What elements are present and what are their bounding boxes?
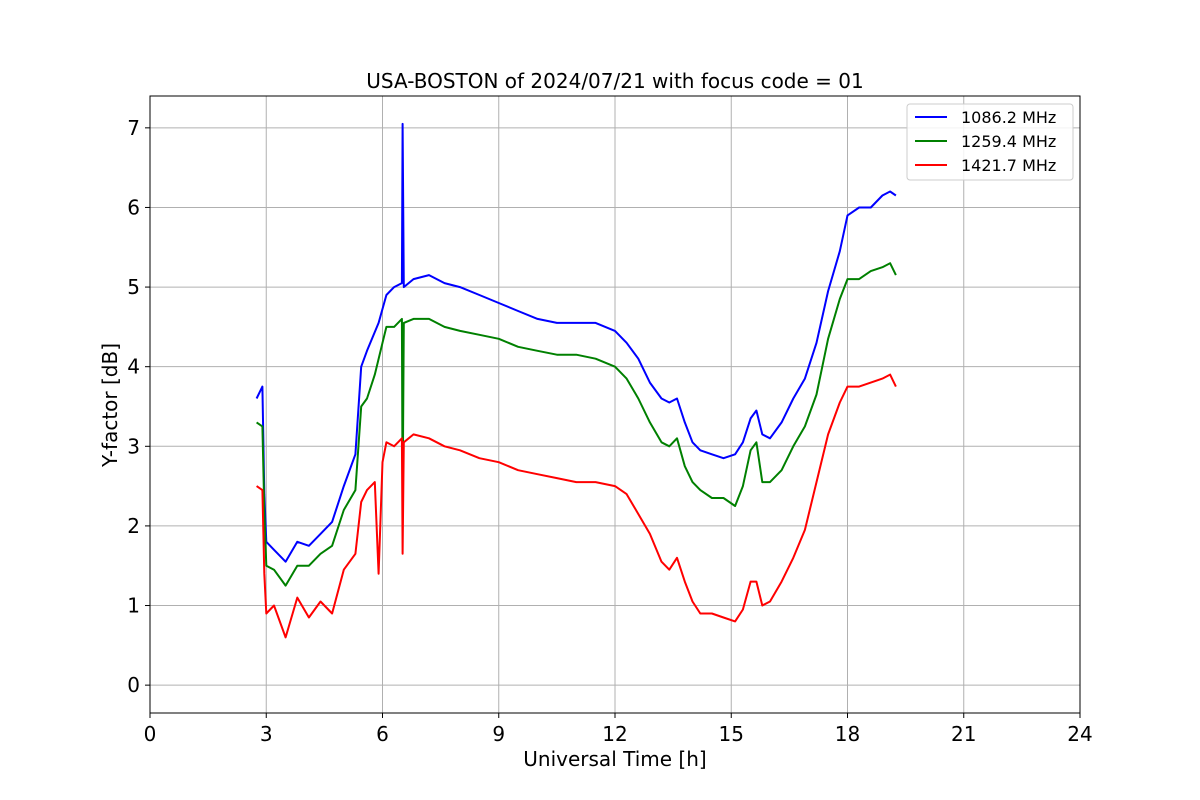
- legend-label-2: 1421.7 MHz: [961, 156, 1056, 175]
- legend-label-0: 1086.2 MHz: [961, 108, 1056, 127]
- y-tick-label: 5: [127, 275, 140, 299]
- y-tick-label: 7: [127, 116, 140, 140]
- series-line-2: [256, 373, 897, 639]
- series-line-1: [256, 262, 897, 587]
- y-tick-label: 4: [127, 355, 140, 379]
- x-tick-label: 24: [1067, 722, 1092, 746]
- y-tick-label: 6: [127, 195, 140, 219]
- x-tick-label: 6: [376, 722, 389, 746]
- y-tick-label: 1: [127, 594, 140, 618]
- x-tick-label: 9: [492, 722, 505, 746]
- y-axis-label: Y-factor [dB]: [98, 343, 122, 468]
- y-tick-label: 0: [127, 673, 140, 697]
- x-tick-label: 18: [835, 722, 860, 746]
- x-tick-label: 3: [260, 722, 273, 746]
- legend-label-1: 1259.4 MHz: [961, 132, 1056, 151]
- legend-box: [906, 103, 1074, 181]
- y-axis-ticks: 0 1 2 3 4 5 6 7: [127, 116, 150, 697]
- y-tick-label: 2: [127, 514, 140, 538]
- x-tick-label: 21: [951, 722, 976, 746]
- y-tick-label: 3: [127, 434, 140, 458]
- x-tick-label: 12: [602, 722, 627, 746]
- chart-title: USA-BOSTON of 2024/07/21 with focus code…: [366, 69, 863, 93]
- x-axis-ticks: 0 3 6 9 12 15 18 21 24: [144, 713, 1093, 746]
- x-tick-label: 0: [144, 722, 157, 746]
- legend: 1086.2 MHz 1259.4 MHz 1421.7 MHz: [906, 103, 1074, 181]
- series-layer: [255, 122, 897, 639]
- series-line-0: [255, 122, 897, 563]
- x-tick-label: 15: [719, 722, 744, 746]
- x-axis-label: Universal Time [h]: [523, 747, 706, 771]
